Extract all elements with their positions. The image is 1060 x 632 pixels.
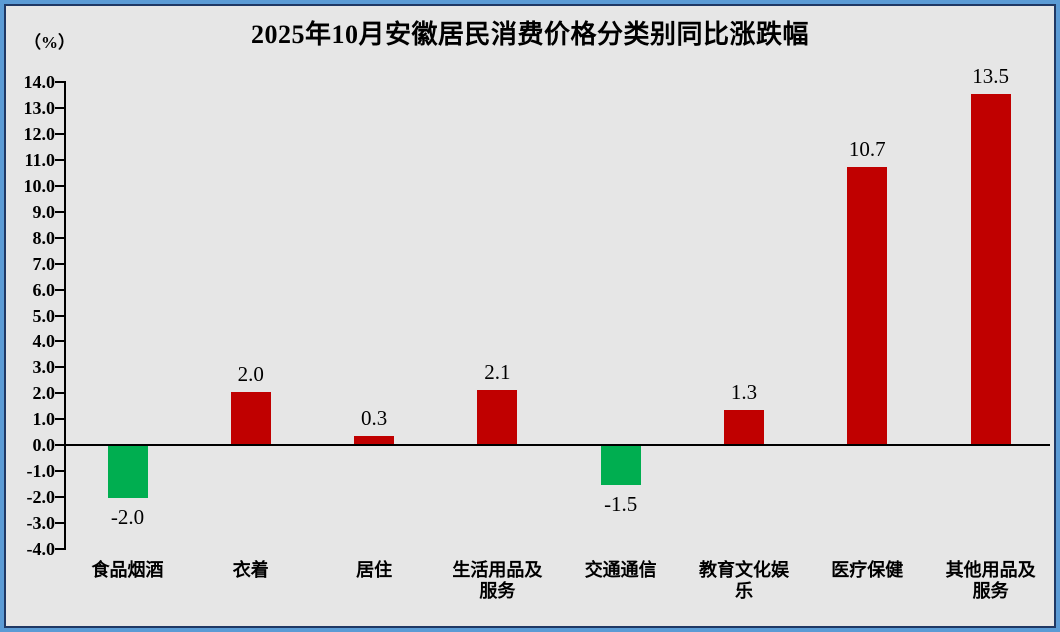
y-axis-tick-label: 12.0 — [23, 124, 56, 145]
category-label: 其他用品及服务 — [945, 560, 1036, 601]
y-axis-tick — [55, 547, 64, 550]
y-axis-tick — [55, 81, 64, 84]
y-axis-tick — [55, 210, 64, 213]
y-axis-tick-label: 8.0 — [32, 227, 56, 248]
bar — [354, 436, 395, 444]
y-axis-tick-label: 10.0 — [23, 176, 56, 196]
y-axis-tick — [55, 444, 64, 446]
bar — [600, 446, 641, 485]
y-axis-tick-label: -4.0 — [26, 538, 56, 559]
y-axis-tick-label: 1.0 — [32, 409, 56, 430]
y-axis-tick-label: 2.0 — [32, 383, 56, 404]
y-axis-tick — [55, 521, 64, 524]
y-axis-tick-label: 13.0 — [23, 98, 56, 119]
bar-value-label: 10.7 — [848, 136, 886, 161]
category-label: 交通通信 — [584, 560, 657, 580]
y-axis-tick-label: 6.0 — [32, 279, 56, 300]
y-axis-tick-label: 5.0 — [32, 305, 56, 326]
bar-value-label: 2.0 — [237, 362, 264, 387]
bar-value-label: 0.3 — [360, 406, 388, 431]
y-axis-tick-label: 7.0 — [32, 253, 56, 274]
y-axis-line — [64, 81, 66, 550]
bar — [970, 94, 1011, 444]
bar — [847, 166, 888, 444]
y-axis-tick-label: -2.0 — [26, 486, 56, 507]
y-axis-tick — [55, 418, 64, 421]
y-axis-tick-label: 4.0 — [32, 331, 56, 352]
y-axis-tick-label: -1.0 — [26, 460, 56, 481]
y-axis-tick — [55, 288, 64, 291]
bar-value-label: -1.5 — [604, 491, 638, 516]
y-axis-tick — [55, 392, 64, 395]
x-axis-line — [64, 444, 1050, 446]
y-axis-tick — [55, 469, 64, 472]
category-label: 教育文化娱乐 — [699, 560, 789, 601]
y-axis-tick-label: 0.0 — [32, 435, 56, 455]
category-label: 居住 — [356, 560, 393, 580]
y-axis-tick-label: 9.0 — [32, 201, 56, 222]
bar-value-label: 13.5 — [972, 64, 1009, 89]
bar-value-label: 1.3 — [730, 380, 758, 405]
y-axis-tick — [55, 107, 64, 110]
y-axis-tick — [55, 495, 64, 498]
bar — [107, 446, 148, 498]
y-axis-tick — [55, 133, 64, 136]
y-axis-tick — [55, 262, 64, 265]
y-axis-tick-label: 11.0 — [24, 150, 55, 171]
y-axis-unit-label: （%） — [24, 33, 75, 52]
y-axis-tick-label: 3.0 — [32, 357, 56, 378]
y-axis-tick — [55, 159, 64, 162]
bar — [724, 410, 764, 444]
y-axis-tick — [55, 314, 64, 317]
bar-value-label: 2.1 — [484, 359, 511, 384]
y-axis-tick — [55, 366, 64, 369]
bar — [230, 392, 271, 444]
y-axis-tick — [55, 340, 64, 343]
bar-value-label: -2.0 — [110, 504, 145, 529]
bar — [477, 389, 518, 444]
y-axis-tick-label: 14.0 — [23, 72, 56, 93]
y-axis-tick-label: -3.0 — [26, 512, 56, 533]
y-axis-tick — [55, 185, 64, 187]
category-label: 医疗保健 — [831, 560, 904, 580]
category-label: 衣着 — [232, 560, 269, 580]
chart-title: 2025年10月安徽居民消费价格分类别同比涨跌幅 — [250, 20, 809, 49]
category-label: 生活用品及服务 — [452, 560, 543, 601]
category-label: 食品烟酒 — [91, 560, 164, 580]
y-axis-tick — [55, 236, 64, 239]
